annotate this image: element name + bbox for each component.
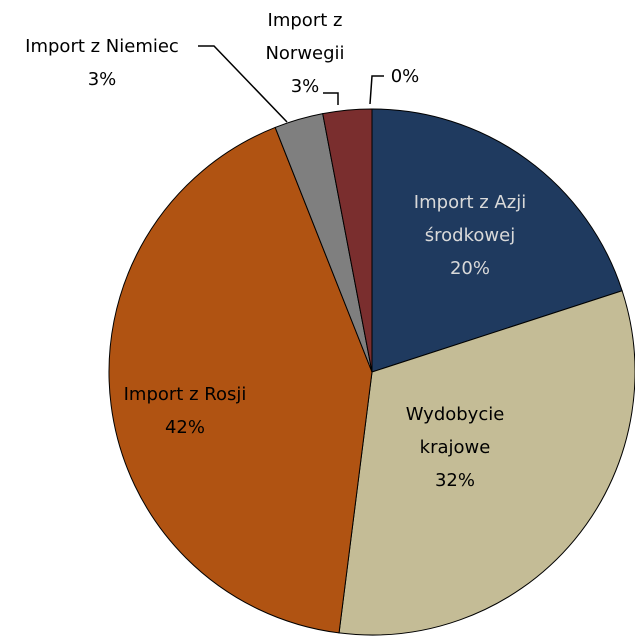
value-label: 3%: [87, 69, 117, 90]
slice-label: Import z Rosji 42%: [100, 378, 270, 444]
value-label: 20%: [449, 258, 490, 279]
slice-label: Import z Norwegii 3%: [250, 4, 360, 103]
value-label: 32%: [434, 470, 475, 491]
category-label: Import z Rosji: [123, 384, 247, 405]
category-label: Import z Azji środkowej: [413, 192, 527, 246]
pie-slice: [371, 108, 623, 373]
category-label: Wydobycie krajowe: [405, 404, 505, 458]
pie-slice: [108, 126, 373, 634]
value-label: 42%: [164, 417, 205, 438]
leader-line: [369, 75, 384, 105]
value-label: 3%: [290, 76, 320, 97]
slice-label: Import z Niemiec 3%: [2, 30, 202, 96]
value-label: 0%: [390, 66, 420, 87]
slice-label: 0%: [380, 60, 430, 93]
slice-label: Import z Azji środkowej 20%: [405, 186, 535, 285]
leader-line: [198, 45, 288, 123]
slice-label: Wydobycie krajowe 32%: [400, 398, 510, 497]
leader-line: [323, 92, 339, 105]
category-label: Import z Niemiec: [25, 36, 179, 57]
category-label: Import z Norwegii: [265, 10, 345, 64]
